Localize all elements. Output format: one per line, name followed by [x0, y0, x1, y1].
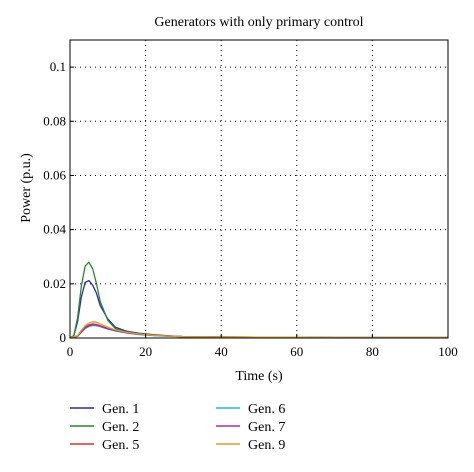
y-tick-label: 0.06	[43, 167, 66, 182]
y-tick-label: 0.08	[43, 113, 66, 128]
x-tick-label: 100	[438, 344, 458, 359]
axis-ticks: 0 20 40 60 80 100 0 0.02 0.04 0.06 0.08 0.1	[43, 59, 458, 359]
x-axis-label: Time (s)	[235, 369, 283, 384]
plot-frame	[69, 39, 449, 339]
y-tick-label: 0	[60, 330, 67, 345]
legend-label-gen-6: Gen. 6	[248, 402, 285, 417]
series-line-gen-1	[69, 279, 448, 339]
y-axis-label: Power (p.u.)	[19, 153, 34, 223]
legend-label-gen-9: Gen. 9	[248, 438, 285, 453]
legend: Gen. 1 Gen. 2 Gen. 5 Gen. 6 Gen. 7 Gen. 9	[70, 402, 285, 453]
y-tick-label: 0.04	[43, 222, 66, 237]
x-tick-label: 80	[366, 344, 379, 359]
legend-label-gen-5: Gen. 5	[102, 438, 139, 453]
series-lines	[69, 261, 448, 339]
x-tick-label: 0	[67, 344, 74, 359]
series-line-gen-9	[69, 321, 448, 339]
x-tick-label: 40	[215, 344, 228, 359]
legend-label-gen-7: Gen. 7	[248, 420, 285, 435]
legend-label-gen-2: Gen. 2	[102, 420, 139, 435]
series-line-gen-2	[69, 261, 448, 339]
grid-lines	[70, 40, 448, 338]
y-tick-label: 0.1	[50, 59, 66, 74]
legend-label-gen-1: Gen. 1	[102, 402, 139, 417]
y-tick-label: 0.02	[43, 276, 66, 291]
chart-title: Generators with only primary control	[154, 15, 363, 30]
x-tick-label: 60	[290, 344, 303, 359]
x-tick-label: 20	[139, 344, 152, 359]
